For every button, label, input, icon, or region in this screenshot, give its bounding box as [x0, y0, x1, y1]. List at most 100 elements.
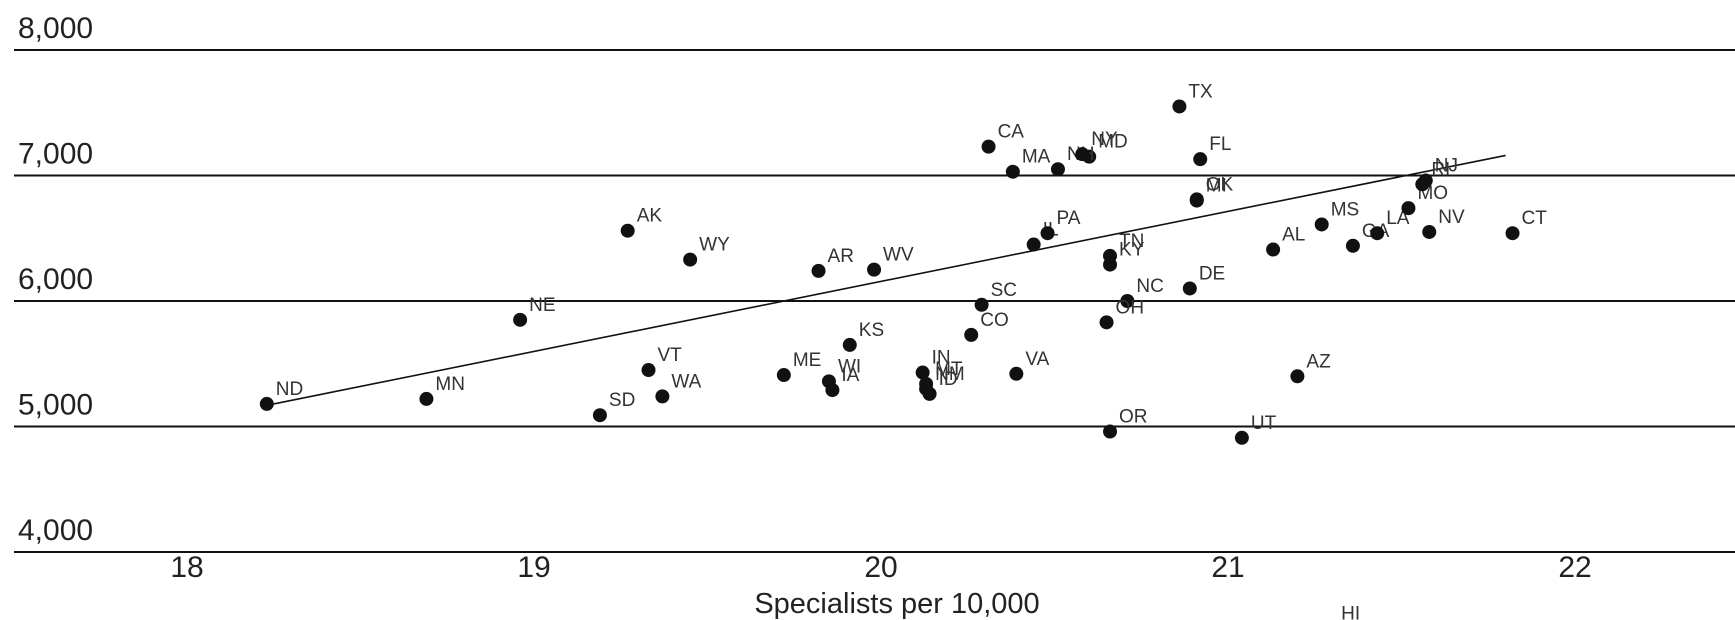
point-label-de: DE	[1199, 263, 1225, 284]
point-label-pa: PA	[1057, 208, 1081, 229]
y-tick-label: 4,000	[18, 514, 93, 547]
point-label-ky: KY	[1119, 240, 1145, 261]
point-label-ct: CT	[1522, 208, 1548, 229]
point-label-mt: MT	[935, 359, 963, 380]
point-va	[1009, 366, 1024, 381]
point-wa	[655, 389, 670, 404]
point-nd	[259, 396, 274, 411]
point-co	[964, 327, 979, 342]
point-label-nv: NV	[1438, 207, 1465, 228]
point-label-wy: WY	[699, 235, 730, 256]
point-de	[1182, 281, 1197, 296]
point-label-mn: MN	[435, 374, 465, 395]
point-label-fl: FL	[1209, 134, 1231, 155]
point-label-va: VA	[1025, 349, 1049, 370]
point-label-ri: RI	[1431, 159, 1450, 180]
point-label-ny: NY	[1091, 129, 1118, 150]
point-label-co: CO	[980, 310, 1009, 331]
point-label-id: ID	[939, 369, 958, 390]
x-tick-label: 20	[864, 551, 897, 584]
point-ut	[1234, 430, 1249, 445]
point-ak	[620, 223, 635, 238]
point-ks	[842, 337, 857, 352]
point-label-sc: SC	[991, 280, 1017, 301]
point-tn	[1103, 248, 1118, 263]
point-mn	[419, 391, 434, 406]
point-label-ut: UT	[1251, 413, 1277, 434]
point-label-md: MD	[1098, 132, 1128, 153]
y-tick-label: 6,000	[18, 263, 93, 296]
point-ok	[1189, 192, 1204, 207]
point-label-wi: WI	[838, 356, 861, 377]
point-label-ca: CA	[998, 122, 1025, 143]
point-label-ak: AK	[637, 206, 663, 227]
y-tick-label: 5,000	[18, 389, 93, 422]
y-tick-label: 8,000	[18, 12, 93, 45]
point-label-wv: WV	[883, 245, 914, 266]
point-nm	[919, 381, 934, 396]
point-label-nc: NC	[1136, 276, 1163, 297]
point-label-vt: VT	[658, 345, 683, 366]
point-label-tx: TX	[1188, 81, 1213, 102]
point-sc	[974, 297, 989, 312]
point-il	[1026, 237, 1041, 252]
point-label-ia: IA	[841, 365, 859, 386]
point-label-nj: NJ	[1435, 156, 1458, 177]
point-la	[1370, 226, 1385, 241]
point-label-me: ME	[793, 350, 822, 371]
x-axis-label: Specialists per 10,000	[754, 588, 1039, 620]
point-nv	[1422, 224, 1437, 239]
point-sd	[592, 408, 607, 423]
point-wy	[683, 252, 698, 267]
point-ct	[1505, 226, 1520, 241]
point-wv	[867, 262, 882, 277]
point-label-ar: AR	[828, 246, 854, 267]
point-nc	[1120, 294, 1135, 308]
point-label-mi: MI	[1206, 176, 1227, 197]
point-ga	[1345, 238, 1360, 253]
point-label-ok: OK	[1206, 174, 1234, 195]
point-vt	[641, 363, 656, 378]
point-label-oh: OH	[1116, 297, 1145, 318]
point-pa	[1040, 226, 1055, 241]
point-ny	[1075, 147, 1090, 162]
point-label-ma: MA	[1022, 147, 1051, 168]
point-label-tn: TN	[1119, 231, 1144, 252]
trend-line	[273, 154, 1506, 405]
point-label-sd: SD	[609, 390, 635, 411]
point-label-ks: KS	[859, 320, 884, 341]
x-tick-label: 22	[1558, 551, 1591, 584]
point-label-nm: NM	[935, 364, 965, 385]
point-al	[1266, 242, 1281, 257]
point-ma	[1005, 164, 1020, 179]
point-or	[1103, 424, 1118, 439]
point-ri	[1415, 177, 1430, 192]
x-tick-labels: 18 19 20 21 22	[170, 551, 1591, 584]
point-oh	[1099, 315, 1114, 330]
x-tick-label: 19	[517, 551, 550, 584]
point-label-la: LA	[1386, 208, 1410, 229]
point-wi	[821, 374, 836, 389]
x-tick-label: 18	[170, 551, 203, 584]
point-ms	[1314, 217, 1329, 232]
point-label-al: AL	[1282, 225, 1305, 246]
point-label-ms: MS	[1331, 199, 1360, 220]
point-fl	[1193, 152, 1208, 167]
trend-line-group	[273, 154, 1506, 405]
point-label-in: IN	[932, 348, 951, 369]
x-tick-label: 21	[1211, 551, 1244, 584]
point-ne	[513, 312, 528, 327]
data-points: AKALARAZCACOCTDEFLGAHIIAIDILINKSKYLAMAMD…	[259, 81, 1548, 620]
point-label-wa: WA	[671, 371, 701, 392]
point-label-az: AZ	[1306, 351, 1331, 372]
y-tick-labels: 8,000 7,000 6,000 5,000 4,000	[18, 12, 93, 547]
point-label-hi: HI	[1341, 604, 1360, 620]
point-label-ne: NE	[529, 295, 555, 316]
point-az	[1290, 369, 1305, 384]
point-tx	[1172, 99, 1187, 114]
point-mo	[1401, 201, 1416, 216]
point-label-nd: ND	[276, 379, 303, 400]
y-tick-label: 7,000	[18, 138, 93, 171]
point-ar	[811, 263, 826, 278]
